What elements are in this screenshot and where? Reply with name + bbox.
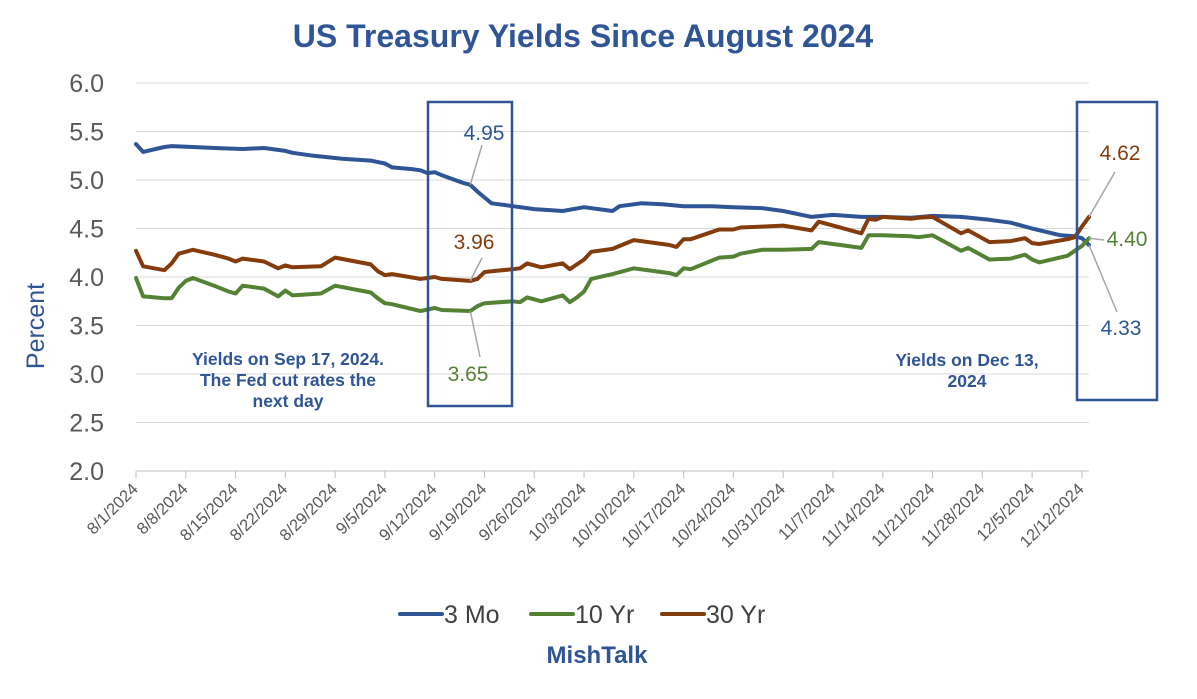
legend-label: 30 Yr	[706, 601, 765, 629]
y-tick-label: 5.0	[69, 167, 104, 195]
callout-leader	[1088, 171, 1116, 218]
x-tick-label: 8/1/2024	[84, 480, 142, 538]
callout-value: 3.96	[454, 231, 495, 254]
legend-item-10-yr: 10 Yr	[529, 601, 634, 629]
value-callouts: 4.95 3.96 3.65 4.62 4.40 4.33	[448, 122, 1148, 386]
y-axis-ticks: 2.0 2.5 3.0 3.5 4.0 4.5 5.0 5.5 6.0	[69, 70, 104, 486]
legend: 3 Mo 10 Yr 30 Yr	[398, 601, 765, 629]
series-line	[134, 233, 1091, 313]
callout-leader	[1088, 237, 1105, 241]
callout-sep-10yr: 3.65	[448, 310, 489, 386]
highlight-box-sep-17	[426, 100, 514, 408]
note-line: The Fed cut rates the	[200, 370, 376, 390]
legend-label: 10 Yr	[575, 601, 634, 629]
callout-sep-30yr: 3.96	[454, 231, 495, 282]
note-line: Yields on Dec 13,	[895, 350, 1038, 370]
series-10-yr	[134, 233, 1091, 313]
legend-item-3-mo: 3 Mo	[398, 601, 500, 629]
callout-leader	[469, 144, 483, 186]
callout-value: 4.33	[1101, 317, 1142, 340]
credit-label: MishTalk	[547, 642, 649, 669]
chart-title: US Treasury Yields Since August 2024	[293, 18, 874, 54]
series-line	[134, 214, 1091, 283]
y-tick-label: 6.0	[69, 70, 104, 98]
chart-notes: Yields on Sep 17, 2024. The Fed cut rates…	[192, 349, 1039, 411]
y-tick-label: 3.5	[69, 313, 104, 341]
note-dec: Yields on Dec 13, 2024	[895, 350, 1038, 391]
highlight-boxes	[426, 100, 1159, 408]
note-line: 2024	[948, 371, 987, 391]
callout-leader	[1088, 244, 1118, 313]
series-lines	[134, 142, 1091, 313]
note-line: next day	[253, 391, 324, 411]
y-tick-label: 2.0	[69, 458, 104, 486]
legend-item-30-yr: 30 Yr	[660, 601, 765, 629]
callout-value: 4.40	[1107, 228, 1148, 251]
legend-label: 3 Mo	[444, 601, 500, 629]
callout-leader	[469, 257, 483, 282]
y-tick-label: 3.0	[69, 361, 104, 389]
y-tick-label: 4.0	[69, 264, 104, 292]
series-line	[134, 142, 1091, 247]
y-tick-label: 2.5	[69, 410, 104, 438]
callout-dec-10yr: 4.40	[1088, 228, 1148, 251]
callout-sep-3mo: 4.95	[464, 122, 505, 186]
y-tick-label: 4.5	[69, 216, 104, 244]
gridlines	[136, 82, 1089, 423]
highlight-box-dec-13	[1075, 100, 1159, 402]
series-30-yr	[134, 214, 1091, 283]
y-axis-label: Percent	[22, 283, 50, 369]
callout-leader	[469, 310, 481, 358]
note-line: Yields on Sep 17, 2024.	[192, 349, 384, 369]
callout-dec-3mo: 4.33	[1088, 244, 1142, 340]
callout-dec-30yr: 4.62	[1088, 142, 1141, 218]
series-3-mo	[134, 142, 1091, 247]
callout-value: 3.65	[448, 363, 489, 386]
callout-value: 4.62	[1100, 142, 1141, 165]
y-tick-label: 5.5	[69, 119, 104, 147]
x-axis-ticks: 8/1/20248/8/20248/15/20248/22/20248/29/2…	[84, 471, 1088, 551]
note-sep: Yields on Sep 17, 2024. The Fed cut rates…	[192, 349, 384, 411]
callout-value: 4.95	[464, 122, 505, 145]
